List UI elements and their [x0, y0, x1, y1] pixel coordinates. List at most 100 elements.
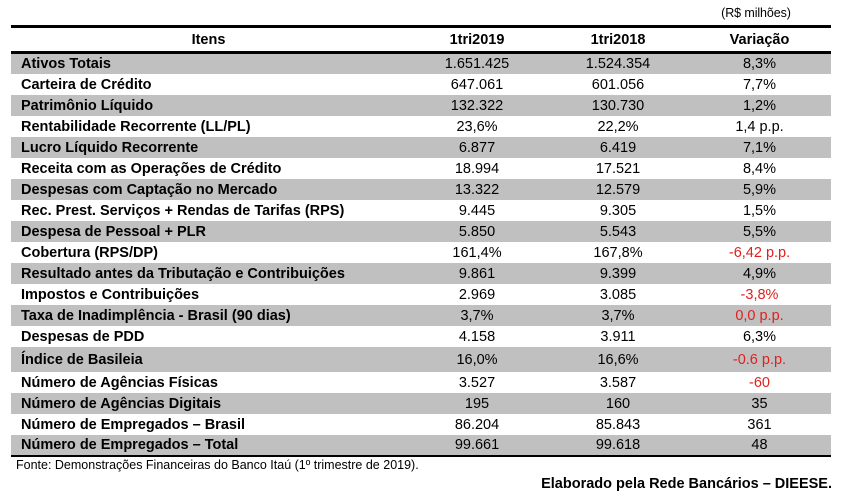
table-row: Resultado antes da Tributação e Contribu…: [11, 263, 831, 284]
value-1tri2019-cell: 161,4%: [452, 244, 502, 261]
variation-cell: -60: [749, 374, 770, 391]
variation-cell: 7,7%: [742, 76, 777, 93]
source-note: Fonte: Demonstrações Financeiras do Banc…: [16, 458, 419, 472]
variation-cell: 361: [747, 416, 772, 433]
value-1tri2018-cell: 167,8%: [593, 244, 643, 261]
value-1tri2019-cell: 23,6%: [456, 118, 498, 135]
table-row: Ativos Totais 1.651.425 1.524.354 8,3%: [11, 52, 831, 74]
item-cell: Rec. Prest. Serviços + Rendas de Tarifas…: [21, 202, 345, 219]
value-1tri2019-cell: 13.322: [406, 179, 548, 200]
value-1tri2019-cell: 16,0%: [406, 347, 548, 372]
table-row: Despesa de Pessoal + PLR 5.850 5.543 5,5%: [11, 221, 831, 242]
variation-cell: 1,5%: [742, 202, 777, 219]
value-1tri2018-cell: 99.618: [548, 435, 688, 457]
table-row: Taxa de Inadimplência - Brasil (90 dias)…: [11, 305, 831, 326]
unit-note: (R$ milhões): [721, 6, 791, 20]
value-1tri2018-cell: 601.056: [591, 76, 645, 93]
item-cell: Resultado antes da Tributação e Contribu…: [11, 263, 406, 284]
item-cell: Carteira de Crédito: [21, 76, 152, 93]
variation-cell: -3,8%: [740, 286, 779, 303]
item-cell: Número de Agências Digitais: [11, 393, 406, 414]
value-1tri2018-cell: 85.843: [595, 416, 641, 433]
value-1tri2018-cell: 3.587: [599, 374, 637, 391]
value-1tri2018-cell: 3.085: [599, 286, 637, 303]
value-1tri2019-cell: 9.445: [458, 202, 496, 219]
variation-cell: 4,9%: [688, 263, 831, 284]
value-1tri2018-cell: 22,2%: [597, 118, 639, 135]
table-row: Número de Empregados – Brasil 86.204 85.84…: [11, 414, 831, 435]
value-1tri2018-cell: 130.730: [548, 95, 688, 116]
table-row: Despesas de PDD 4.158 3.911 6,3%: [11, 326, 831, 347]
table-row: Receita com as Operações de Crédito 18.99…: [11, 158, 831, 179]
value-1tri2018-cell: 1.524.354: [548, 52, 688, 74]
value-1tri2019-cell: 3,7%: [406, 305, 548, 326]
value-1tri2018-cell: 3.911: [600, 328, 636, 345]
item-cell: Patrimônio Líquido: [11, 95, 406, 116]
variation-cell: -0.6 p.p.: [688, 347, 831, 372]
table-row: Número de Empregados – Total 99.661 99.618…: [11, 435, 831, 457]
table-row: Rentabilidade Recorrente (LL/PL) 23,6% 22,…: [11, 116, 831, 137]
header-1tri2019: 1tri2019: [406, 25, 548, 54]
table-row: Despesas com Captação no Mercado 13.322 12…: [11, 179, 831, 200]
variation-cell: 1,4 p.p.: [735, 118, 784, 135]
table-row: Impostos e Contribuições 2.969 3.085 -3,8%: [11, 284, 831, 305]
header-itens: Itens: [11, 25, 406, 54]
item-cell: Despesa de Pessoal + PLR: [11, 221, 406, 242]
table-row: Número de Agências Físicas 3.527 3.587 -60: [11, 372, 831, 393]
table-row: Índice de Basileia 16,0% 16,6% -0.6 p.p.: [11, 347, 831, 372]
value-1tri2019-cell: 132.322: [406, 95, 548, 116]
value-1tri2019-cell: 18.994: [454, 160, 500, 177]
item-cell: Taxa de Inadimplência - Brasil (90 dias): [11, 305, 406, 326]
value-1tri2019-cell: 2.969: [458, 286, 496, 303]
item-cell: Número de Agências Físicas: [21, 374, 218, 391]
header-1tri2018: 1tri2018: [548, 25, 688, 54]
header-variacao: Variação: [688, 25, 831, 54]
value-1tri2018-cell: 16,6%: [548, 347, 688, 372]
table-row: Patrimônio Líquido 132.322 130.730 1,2%: [11, 95, 831, 116]
variation-cell: 0,0 p.p.: [688, 305, 831, 326]
item-cell: Cobertura (RPS/DP): [21, 244, 158, 261]
value-1tri2018-cell: 160: [548, 393, 688, 414]
financial-indicators-table: Itens 1tri2019 1tri2018 Variação Ativos …: [11, 25, 831, 457]
item-cell: Ativos Totais: [11, 52, 406, 74]
variation-cell: 8,3%: [688, 52, 831, 74]
value-1tri2018-cell: 9.399: [548, 263, 688, 284]
value-1tri2019-cell: 1.651.425: [406, 52, 548, 74]
table-row: Cobertura (RPS/DP) 161,4% 167,8% -6,42 p.p.: [11, 242, 831, 263]
value-1tri2019-cell: 195: [406, 393, 548, 414]
variation-cell: 8,4%: [742, 160, 777, 177]
value-1tri2018-cell: 9.305: [599, 202, 637, 219]
value-1tri2018-cell: 17.521: [595, 160, 641, 177]
item-cell: Despesas com Captação no Mercado: [11, 179, 406, 200]
value-1tri2019-cell: 4.158: [458, 328, 496, 345]
value-1tri2019-cell: 5.850: [406, 221, 548, 242]
value-1tri2019-cell: 99.661: [406, 435, 548, 457]
item-cell: Lucro Líquido Recorrente: [11, 137, 406, 158]
item-cell: Índice de Basileia: [11, 347, 406, 372]
item-cell: Número de Empregados – Brasil: [21, 416, 246, 433]
value-1tri2019-cell: 3.527: [458, 374, 496, 391]
credit-note: Elaborado pela Rede Bancários – DIEESE.: [541, 476, 832, 492]
item-cell: Impostos e Contribuições: [21, 286, 200, 303]
item-cell: Despesas de PDD: [21, 328, 145, 345]
variation-cell: 7,1%: [688, 137, 831, 158]
table-row: Lucro Líquido Recorrente 6.877 6.419 7,1%: [11, 137, 831, 158]
table-header-row: Itens 1tri2019 1tri2018 Variação: [11, 25, 831, 54]
value-1tri2019-cell: 6.877: [406, 137, 548, 158]
value-1tri2019-cell: 9.861: [406, 263, 548, 284]
table-body: Ativos Totais 1.651.425 1.524.354 8,3% Carte…: [11, 52, 831, 457]
variation-cell: 5,5%: [688, 221, 831, 242]
variation-cell: 35: [688, 393, 831, 414]
value-1tri2018-cell: 3,7%: [548, 305, 688, 326]
value-1tri2018-cell: 12.579: [548, 179, 688, 200]
variation-cell: 5,9%: [688, 179, 831, 200]
value-1tri2018-cell: 5.543: [548, 221, 688, 242]
item-cell: Receita com as Operações de Crédito: [21, 160, 282, 177]
variation-cell: 6,3%: [742, 328, 777, 345]
item-cell: Número de Empregados – Total: [11, 435, 406, 457]
value-1tri2019-cell: 647.061: [450, 76, 504, 93]
value-1tri2019-cell: 86.204: [454, 416, 500, 433]
variation-cell: 48: [688, 435, 831, 457]
variation-cell: 1,2%: [688, 95, 831, 116]
table-row: Rec. Prest. Serviços + Rendas de Tarifas…: [11, 200, 831, 221]
